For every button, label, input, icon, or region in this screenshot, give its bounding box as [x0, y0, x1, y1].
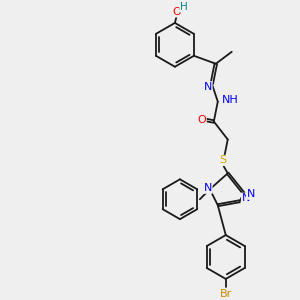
Text: NH: NH: [222, 94, 239, 105]
Text: H: H: [180, 2, 188, 12]
Text: O: O: [172, 7, 181, 17]
Text: N: N: [247, 189, 255, 199]
Text: S: S: [219, 155, 226, 165]
Text: O: O: [197, 115, 206, 124]
Text: Br: Br: [220, 289, 232, 299]
Text: N: N: [242, 193, 250, 203]
Text: N: N: [204, 82, 212, 92]
Text: N: N: [204, 183, 212, 193]
